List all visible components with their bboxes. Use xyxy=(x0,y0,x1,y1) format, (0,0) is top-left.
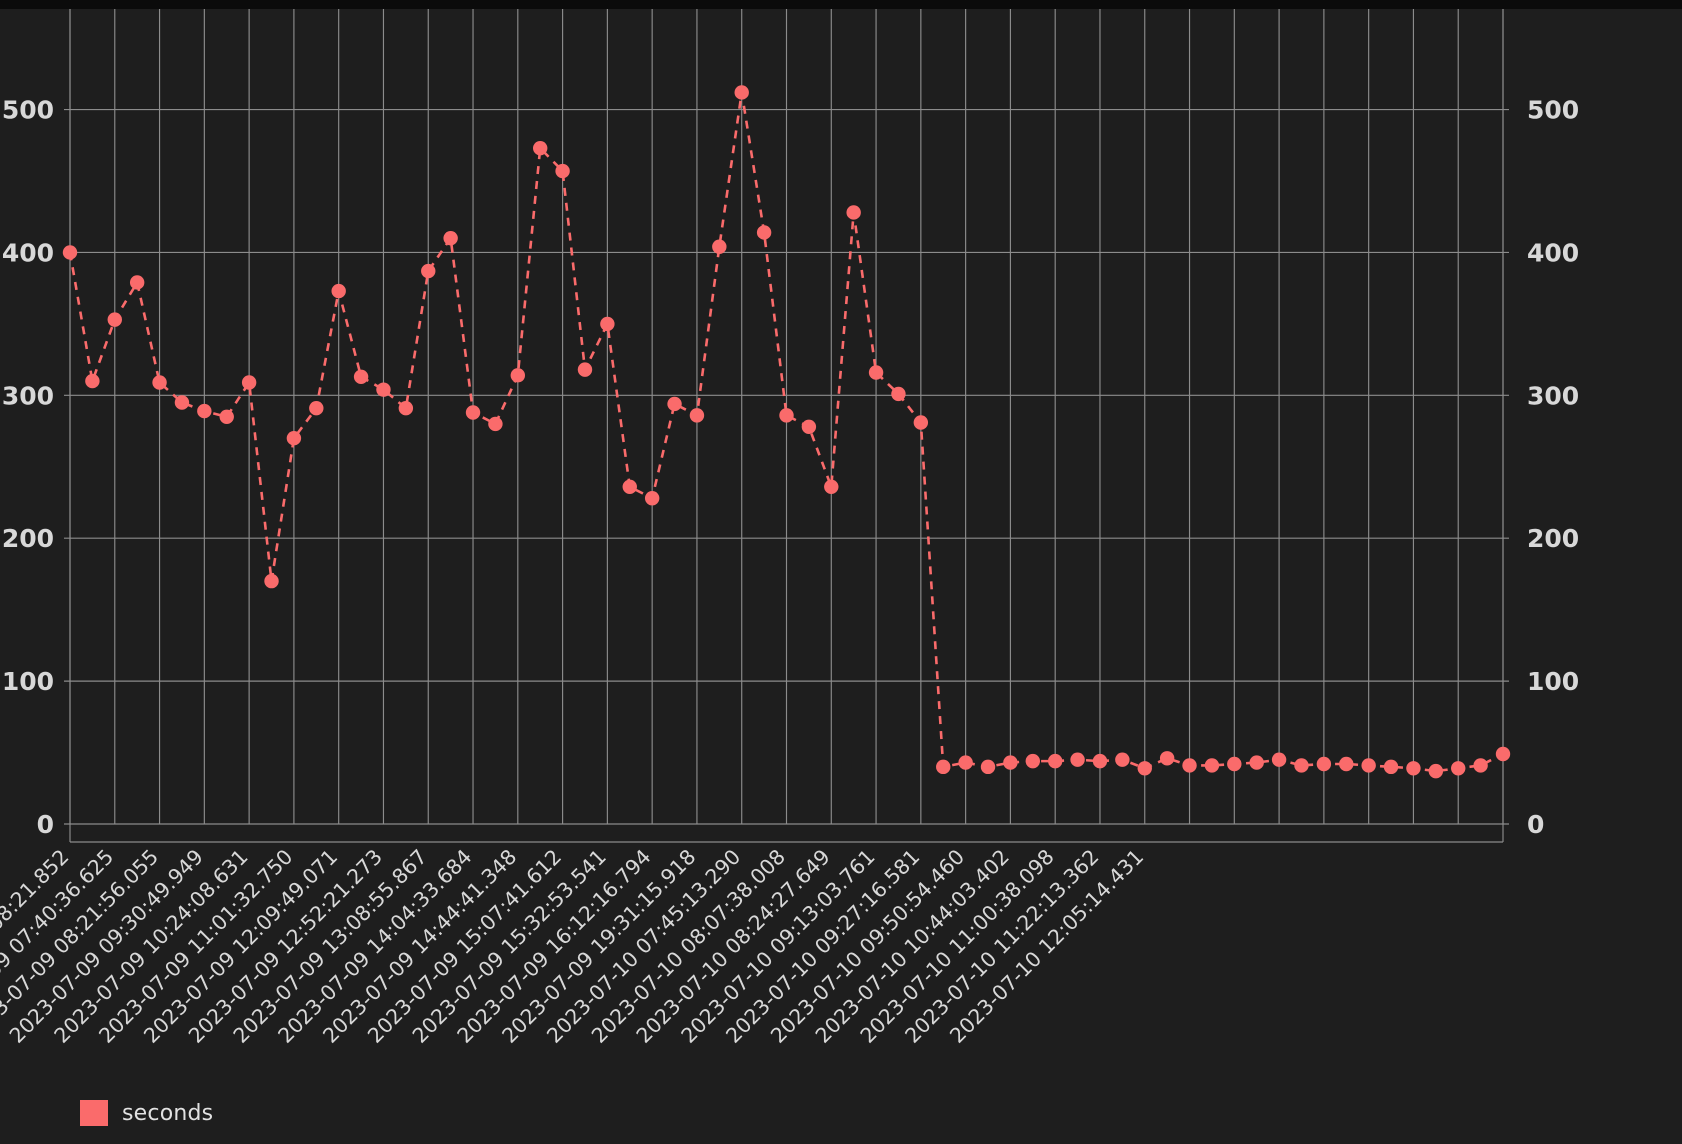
data-point[interactable] xyxy=(465,405,481,420)
data-point[interactable] xyxy=(958,755,973,770)
data-point[interactable] xyxy=(1115,752,1130,767)
data-point[interactable] xyxy=(331,283,346,299)
data-point[interactable] xyxy=(577,362,593,377)
data-point[interactable] xyxy=(1406,761,1421,776)
data-point[interactable] xyxy=(510,368,526,383)
data-point[interactable] xyxy=(891,386,906,402)
data-point[interactable] xyxy=(1495,746,1511,762)
chart-canvas: 0 100 200 300 400 500 0 100 200 300 400 500 2023-0… xyxy=(0,9,1682,1144)
data-point[interactable] xyxy=(129,275,145,290)
y-axis-left-tick-label: 200 xyxy=(2,524,54,553)
data-point[interactable] xyxy=(1473,758,1488,773)
data-point[interactable] xyxy=(1182,758,1197,773)
data-point[interactable] xyxy=(241,375,257,390)
data-point[interactable] xyxy=(219,409,234,424)
data-point[interactable] xyxy=(824,479,839,494)
chart-legend: seconds xyxy=(80,1100,213,1126)
y-axis-left-tick-label: 400 xyxy=(2,238,54,267)
legend-label-seconds: seconds xyxy=(122,1100,214,1126)
data-point[interactable] xyxy=(936,759,951,775)
data-point[interactable] xyxy=(174,395,190,410)
y-axis-right-ticks: 0 100 200 300 400 500 xyxy=(1527,96,1579,839)
y-axis-left-tick-label: 100 xyxy=(2,667,54,696)
data-point[interactable] xyxy=(1204,758,1220,773)
data-point[interactable] xyxy=(1383,759,1399,775)
data-point[interactable] xyxy=(980,759,996,775)
data-point[interactable] xyxy=(734,85,749,100)
legend-swatch-seconds xyxy=(80,1100,108,1126)
data-point[interactable] xyxy=(197,403,212,419)
y-axis-right-tick-label: 500 xyxy=(1527,96,1579,125)
data-point[interactable] xyxy=(913,415,929,430)
data-point[interactable] xyxy=(1070,752,1085,767)
data-point[interactable] xyxy=(779,408,794,423)
data-point[interactable] xyxy=(1047,753,1063,769)
data-point[interactable] xyxy=(353,369,369,384)
data-point[interactable] xyxy=(1227,756,1242,772)
data-point[interactable] xyxy=(421,263,436,279)
y-axis-left-tick-label: 0 xyxy=(37,810,54,839)
series-seconds xyxy=(62,85,1511,779)
data-point[interactable] xyxy=(376,382,391,397)
y-axis-right-tick-label: 200 xyxy=(1527,524,1579,553)
data-point[interactable] xyxy=(1025,753,1041,769)
data-point[interactable] xyxy=(689,408,705,423)
data-point[interactable] xyxy=(1092,753,1108,769)
data-point[interactable] xyxy=(398,401,414,416)
line-chart: 0 100 200 300 400 500 0 100 200 300 400 500 2023-0… xyxy=(0,9,1579,1048)
data-point[interactable] xyxy=(62,245,78,260)
y-axis-left-tick-label: 300 xyxy=(2,381,54,410)
data-point[interactable] xyxy=(1137,761,1152,776)
data-point[interactable] xyxy=(667,396,682,412)
data-point[interactable] xyxy=(533,140,548,156)
data-point[interactable] xyxy=(488,416,503,432)
data-point[interactable] xyxy=(756,225,772,240)
data-point[interactable] xyxy=(801,419,817,434)
data-point[interactable] xyxy=(1451,761,1466,776)
data-point[interactable] xyxy=(846,205,861,220)
data-point[interactable] xyxy=(1249,755,1264,770)
data-point[interactable] xyxy=(264,573,279,589)
data-point[interactable] xyxy=(1339,756,1354,772)
data-point[interactable] xyxy=(1003,755,1018,770)
data-point[interactable] xyxy=(1361,758,1376,773)
data-point[interactable] xyxy=(152,375,167,390)
grid-lines xyxy=(64,9,1509,843)
data-point[interactable] xyxy=(1428,763,1444,779)
data-point[interactable] xyxy=(309,401,324,416)
data-point[interactable] xyxy=(868,365,884,380)
data-point[interactable] xyxy=(107,312,122,327)
data-point[interactable] xyxy=(286,431,302,446)
data-point[interactable] xyxy=(555,163,570,179)
data-point[interactable] xyxy=(1159,751,1175,766)
window-top-bar xyxy=(0,0,1682,9)
data-point[interactable] xyxy=(644,491,660,506)
data-point[interactable] xyxy=(85,373,100,389)
data-point[interactable] xyxy=(443,230,458,246)
data-point[interactable] xyxy=(712,239,727,254)
y-axis-left-ticks: 0 100 200 300 400 500 xyxy=(2,96,54,839)
series-line-seconds xyxy=(68,92,1504,773)
y-axis-right-tick-label: 100 xyxy=(1527,667,1579,696)
data-point[interactable] xyxy=(1294,758,1309,773)
y-axis-right-tick-label: 300 xyxy=(1527,381,1579,410)
data-point[interactable] xyxy=(600,316,615,332)
y-axis-left-tick-label: 500 xyxy=(2,96,54,125)
data-point[interactable] xyxy=(1271,752,1287,767)
y-axis-right-tick-label: 400 xyxy=(1527,238,1579,267)
data-point[interactable] xyxy=(1316,756,1332,772)
data-point[interactable] xyxy=(622,479,637,494)
y-axis-right-tick-label: 0 xyxy=(1527,810,1544,839)
